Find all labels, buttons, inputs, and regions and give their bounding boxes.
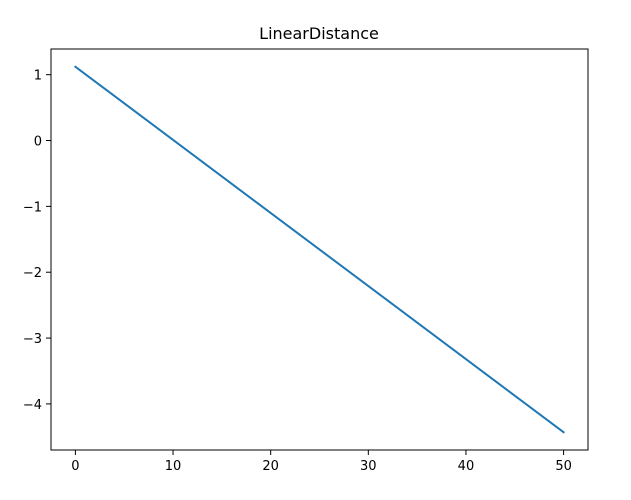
y-tick-label: −2 [23,266,42,281]
x-tick-label: 20 [262,459,279,474]
x-tick-label: 40 [458,459,475,474]
plot-frame [50,48,589,451]
chart-title: LinearDistance [259,24,379,43]
y-axis: 1 0 −1 −2 −3 −4 [23,69,51,413]
y-tick-label: −1 [23,200,42,215]
data-layer [74,65,565,434]
y-tick-label: −4 [23,398,42,413]
y-tick-label: 0 [34,135,42,150]
x-tick-label: 10 [165,459,182,474]
y-tick-label: 1 [34,69,42,84]
x-tick-label: 30 [360,459,377,474]
x-tick-label: 0 [71,459,79,474]
x-tick-label: 50 [555,459,572,474]
y-tick-label: −3 [23,332,42,347]
x-axis: 0 10 20 30 40 50 [71,450,572,474]
series-line-0 [74,65,565,434]
